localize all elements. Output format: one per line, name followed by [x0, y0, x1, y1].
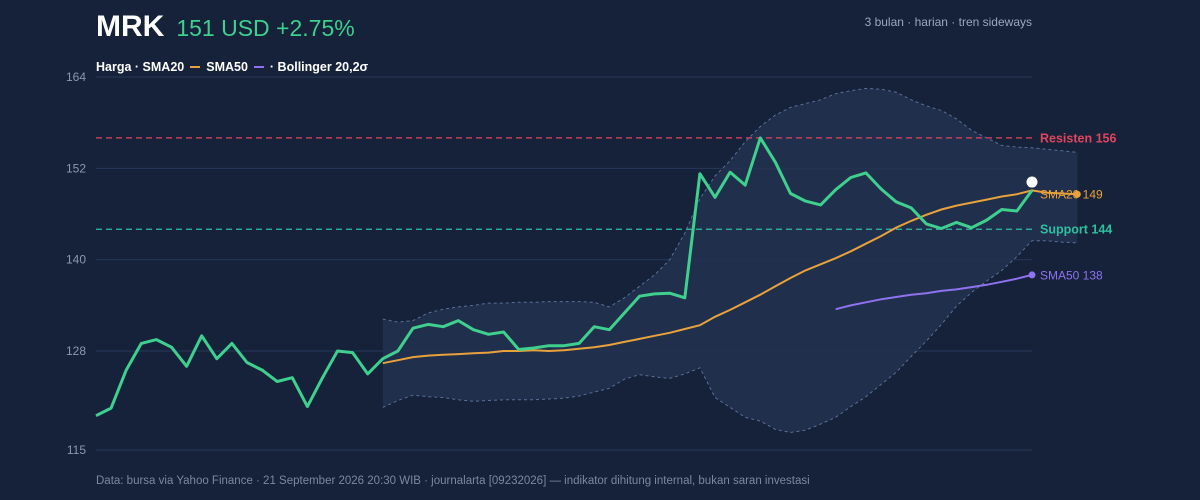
- bollinger-band-fill: [382, 88, 1078, 433]
- ticker-symbol: MRK: [96, 10, 165, 43]
- bollinger-upper-line: [382, 87, 1078, 323]
- y-tick-label: 128: [66, 344, 86, 358]
- legend-bollinger-swatch: [253, 66, 264, 68]
- sma50-line: [835, 273, 1033, 311]
- price-line: [95, 136, 1034, 418]
- chart-header: MRK 151 USD +2.75%: [96, 10, 355, 44]
- sma20-line: [382, 189, 1078, 365]
- y-tick-label: 164: [66, 70, 86, 84]
- sma20-end-marker: [1073, 190, 1081, 198]
- legend-sma50-swatch: [190, 66, 201, 68]
- legend-price-label: Harga · SMA20: [96, 60, 185, 74]
- last-price-marker: [1026, 176, 1038, 188]
- support-label: Support 144: [1040, 223, 1112, 237]
- chart-legend: Harga · SMA20 SMA50 · Bollinger 20,2σ: [96, 60, 368, 74]
- legend-bollinger-label: · Bollinger 20,2σ: [269, 60, 369, 74]
- price-quote: 151 USD +2.75%: [176, 15, 355, 41]
- legend-sma50-label: SMA50: [206, 60, 248, 74]
- chart-meta: 3 bulan · harian · tren sideways: [864, 15, 1032, 29]
- resistance-label: Resisten 156: [1040, 131, 1116, 145]
- y-tick-label: 115: [67, 443, 86, 457]
- y-tick-label: 140: [66, 253, 86, 267]
- sma20-end-label: SMA20 149: [1040, 188, 1103, 202]
- sma50-end-marker: [1028, 271, 1036, 279]
- sma50-end-label: SMA50 138: [1040, 268, 1103, 282]
- chart-footer: Data: bursa via Yahoo Finance · 21 Septe…: [96, 475, 810, 487]
- y-tick-label: 152: [66, 161, 86, 175]
